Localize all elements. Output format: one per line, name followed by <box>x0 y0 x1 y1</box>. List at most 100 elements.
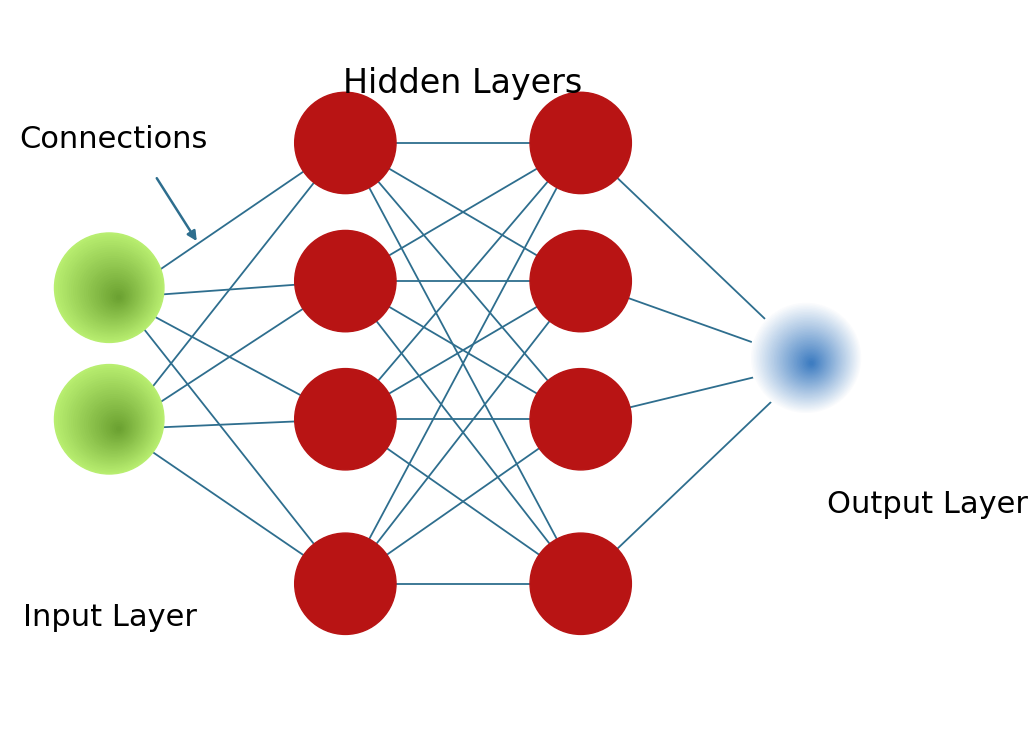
Circle shape <box>99 410 133 443</box>
Circle shape <box>530 230 631 332</box>
Circle shape <box>785 337 833 385</box>
Circle shape <box>91 270 139 317</box>
Circle shape <box>781 333 837 389</box>
Circle shape <box>775 327 841 394</box>
Circle shape <box>65 375 156 467</box>
Circle shape <box>81 259 146 325</box>
Circle shape <box>59 237 161 340</box>
Circle shape <box>753 305 859 411</box>
Circle shape <box>95 274 136 314</box>
Circle shape <box>770 322 845 397</box>
Circle shape <box>117 295 120 299</box>
Circle shape <box>89 267 140 319</box>
Circle shape <box>778 330 839 391</box>
Circle shape <box>61 239 160 338</box>
Circle shape <box>106 416 128 438</box>
Circle shape <box>756 308 857 408</box>
Circle shape <box>294 368 396 470</box>
Circle shape <box>115 425 122 432</box>
Circle shape <box>83 392 144 455</box>
Circle shape <box>81 390 146 456</box>
Circle shape <box>102 280 131 309</box>
Circle shape <box>67 246 155 334</box>
Circle shape <box>752 303 861 412</box>
Circle shape <box>111 420 125 435</box>
Circle shape <box>93 404 137 447</box>
Circle shape <box>74 252 150 329</box>
Circle shape <box>530 533 631 635</box>
Circle shape <box>799 351 822 373</box>
Circle shape <box>71 250 152 331</box>
Circle shape <box>59 369 161 471</box>
Circle shape <box>782 334 835 387</box>
Circle shape <box>57 235 163 341</box>
Circle shape <box>115 293 122 300</box>
Circle shape <box>113 422 123 434</box>
Circle shape <box>61 371 160 470</box>
Circle shape <box>55 233 164 343</box>
Circle shape <box>69 380 153 464</box>
Circle shape <box>779 331 838 390</box>
Circle shape <box>795 346 826 377</box>
Circle shape <box>530 368 631 470</box>
Circle shape <box>801 352 821 372</box>
Circle shape <box>117 427 120 431</box>
Circle shape <box>294 93 396 194</box>
Circle shape <box>87 397 142 452</box>
Circle shape <box>113 291 123 302</box>
Circle shape <box>55 364 164 474</box>
Circle shape <box>83 261 144 323</box>
Circle shape <box>802 354 819 371</box>
Circle shape <box>766 317 850 401</box>
Circle shape <box>102 412 131 441</box>
Circle shape <box>106 285 128 306</box>
Circle shape <box>71 382 152 462</box>
Circle shape <box>97 407 134 444</box>
Circle shape <box>798 349 823 375</box>
Circle shape <box>769 321 846 398</box>
Circle shape <box>91 401 139 449</box>
Circle shape <box>74 384 150 461</box>
Circle shape <box>807 358 815 367</box>
Text: Hidden Layers: Hidden Layers <box>343 67 582 100</box>
Circle shape <box>530 93 631 194</box>
Circle shape <box>104 414 130 440</box>
Circle shape <box>99 278 133 311</box>
Circle shape <box>294 230 396 332</box>
Circle shape <box>78 389 147 458</box>
Circle shape <box>804 355 817 370</box>
Circle shape <box>767 319 847 400</box>
Circle shape <box>808 360 814 366</box>
Circle shape <box>67 377 155 465</box>
Text: Input Layer: Input Layer <box>24 603 197 633</box>
Circle shape <box>784 336 834 386</box>
Text: Output Layer: Output Layer <box>827 490 1028 519</box>
Circle shape <box>764 316 851 402</box>
Circle shape <box>65 244 156 335</box>
Circle shape <box>95 405 136 446</box>
Circle shape <box>794 345 827 379</box>
Circle shape <box>773 325 843 395</box>
Circle shape <box>78 257 147 326</box>
Circle shape <box>57 367 163 473</box>
Circle shape <box>759 311 854 406</box>
Circle shape <box>104 282 130 308</box>
Circle shape <box>787 339 832 383</box>
Circle shape <box>788 340 830 383</box>
Circle shape <box>63 242 157 337</box>
Circle shape <box>790 342 829 381</box>
Circle shape <box>85 395 143 453</box>
Circle shape <box>805 357 816 368</box>
Circle shape <box>294 533 396 635</box>
Circle shape <box>755 306 858 410</box>
Circle shape <box>762 314 852 404</box>
Circle shape <box>797 348 824 376</box>
Circle shape <box>776 328 840 392</box>
Circle shape <box>87 265 142 320</box>
Circle shape <box>750 302 862 413</box>
Circle shape <box>810 361 813 364</box>
Circle shape <box>792 343 828 380</box>
Circle shape <box>758 309 856 407</box>
Circle shape <box>93 272 137 316</box>
Circle shape <box>760 312 853 404</box>
